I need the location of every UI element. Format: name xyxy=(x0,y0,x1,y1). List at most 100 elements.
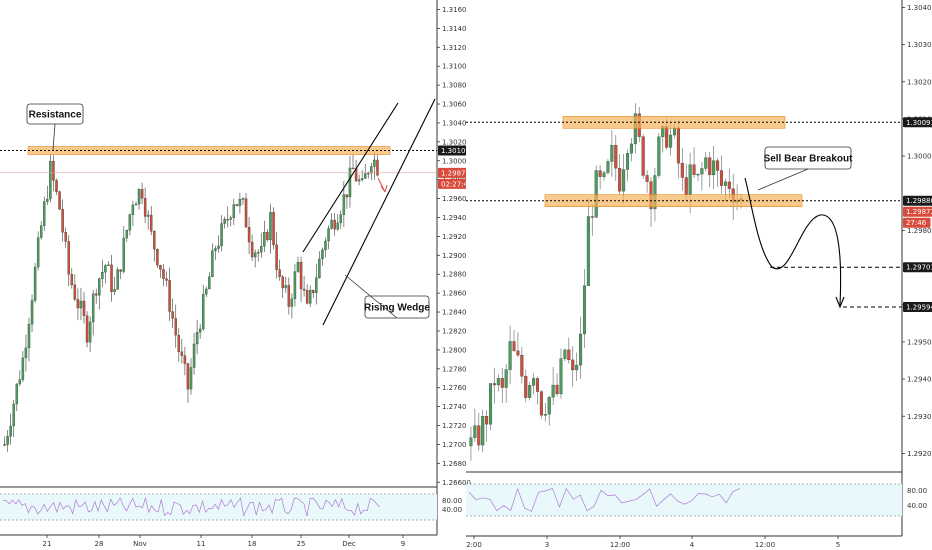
bull-candle xyxy=(253,252,257,258)
right-intraday-chart[interactable]: 1.304001.303001.302001.301001.300001.298… xyxy=(466,0,932,549)
bear-candle xyxy=(162,269,165,279)
bear-candle xyxy=(676,127,680,164)
bear-candle xyxy=(567,349,571,361)
bull-candle xyxy=(348,167,352,198)
bull-candle xyxy=(473,425,477,438)
y-tick-label: 1.28600 xyxy=(442,290,471,298)
bear-candle xyxy=(73,284,77,300)
price-tag xyxy=(903,195,932,206)
bear-candle xyxy=(64,232,67,242)
bull-candle xyxy=(559,358,563,395)
bear-candle xyxy=(614,145,618,169)
bear-candle xyxy=(278,269,281,277)
x-tick-label: 2:00 xyxy=(466,541,482,549)
x-tick-label: 5 xyxy=(836,541,840,549)
bull-candle xyxy=(12,403,15,427)
bear-candle xyxy=(266,232,269,241)
rsi-line xyxy=(468,487,741,512)
bear-candle xyxy=(95,293,98,296)
bull-candle xyxy=(101,271,104,279)
bear-candle xyxy=(159,265,162,270)
bear-candle xyxy=(376,159,379,176)
y-tick-label: 1.31000 xyxy=(442,63,471,71)
bull-candle xyxy=(370,166,373,174)
y-tick-label: 1.31600 xyxy=(442,6,471,14)
bear-candle xyxy=(485,416,489,425)
bull-candle xyxy=(24,347,28,359)
bull-candle xyxy=(122,237,125,272)
annotation-pointer xyxy=(344,274,398,319)
y-tick-label: 1.29800 xyxy=(907,227,932,235)
bull-candle xyxy=(327,228,330,242)
bear-candle xyxy=(119,269,122,272)
bull-candle xyxy=(263,232,266,247)
bear-candle xyxy=(305,290,309,304)
bear-candle xyxy=(281,276,284,289)
x-tick-label: 28 xyxy=(95,540,104,548)
bull-candle xyxy=(9,425,12,437)
left-daily-chart[interactable]: 1.31600 1.31400 1.31200 1.31000 1.30800 1.306… xyxy=(0,0,479,548)
bull-candle xyxy=(88,321,92,343)
bear-candle xyxy=(226,218,229,221)
bull-candle xyxy=(128,214,132,231)
x-tick-label: 11 xyxy=(197,540,206,548)
bull-candle xyxy=(704,157,708,169)
annotation-pointer xyxy=(757,168,809,191)
y-tick-label: 1.28800 xyxy=(442,271,471,279)
bull-candle xyxy=(137,189,141,205)
bull-candle xyxy=(293,271,297,300)
bull-candle xyxy=(189,367,193,390)
annotation-text: Sell Bear Breakout xyxy=(764,154,854,165)
bull-candle xyxy=(208,276,211,290)
bear-candle xyxy=(180,351,184,356)
y-tick-label: 1.29200 xyxy=(907,450,932,458)
bull-candle xyxy=(21,357,25,380)
bull-candle xyxy=(339,214,343,224)
bear-candle xyxy=(708,157,712,176)
bear-candle xyxy=(512,341,516,352)
bear-candle xyxy=(590,216,594,218)
bear-candle xyxy=(598,170,602,177)
bear-candle xyxy=(143,198,147,217)
x-tick-label: 12:00 xyxy=(755,541,775,549)
bull-candle xyxy=(232,204,236,218)
y-tick-label: 1.28200 xyxy=(442,327,471,335)
x-tick-label: Dec xyxy=(342,540,356,548)
bear-candle xyxy=(272,212,275,246)
rsi-band xyxy=(466,484,902,516)
bull-candle xyxy=(563,349,567,359)
bull-candle xyxy=(43,201,46,226)
bull-candle xyxy=(672,127,677,136)
price-tag xyxy=(903,262,932,273)
price-tag xyxy=(903,117,932,128)
bull-candle xyxy=(146,214,150,217)
bear-candle xyxy=(250,241,254,258)
bull-candle xyxy=(582,285,586,335)
bear-candle xyxy=(177,334,180,353)
rsi-tick-label: 40.00 xyxy=(442,506,462,514)
bear-candle xyxy=(247,227,251,243)
bear-candle xyxy=(645,175,649,182)
bull-candle xyxy=(116,269,119,290)
y-tick-label: 1.27800 xyxy=(442,365,471,373)
bull-candle xyxy=(575,364,579,371)
annotation-text: Rising Wedge xyxy=(364,303,430,314)
bull-candle xyxy=(107,264,110,267)
bull-candle xyxy=(602,172,606,177)
bull-candle xyxy=(27,324,31,349)
bear-candle xyxy=(500,378,504,388)
bear-candle xyxy=(76,299,80,309)
x-tick-label: Nov xyxy=(133,540,147,548)
bear-candle xyxy=(150,214,153,232)
bull-candle xyxy=(551,384,555,398)
bear-candle xyxy=(351,167,355,170)
bull-candle xyxy=(373,159,376,167)
bear-candle xyxy=(55,180,58,192)
price-tag xyxy=(438,167,475,178)
x-tick-label: 18 xyxy=(248,540,257,548)
bull-candle xyxy=(321,249,324,260)
x-tick-label: 4 xyxy=(690,541,695,549)
bull-candle xyxy=(633,113,637,145)
price-tag-label: 02:27:46 xyxy=(441,180,473,188)
